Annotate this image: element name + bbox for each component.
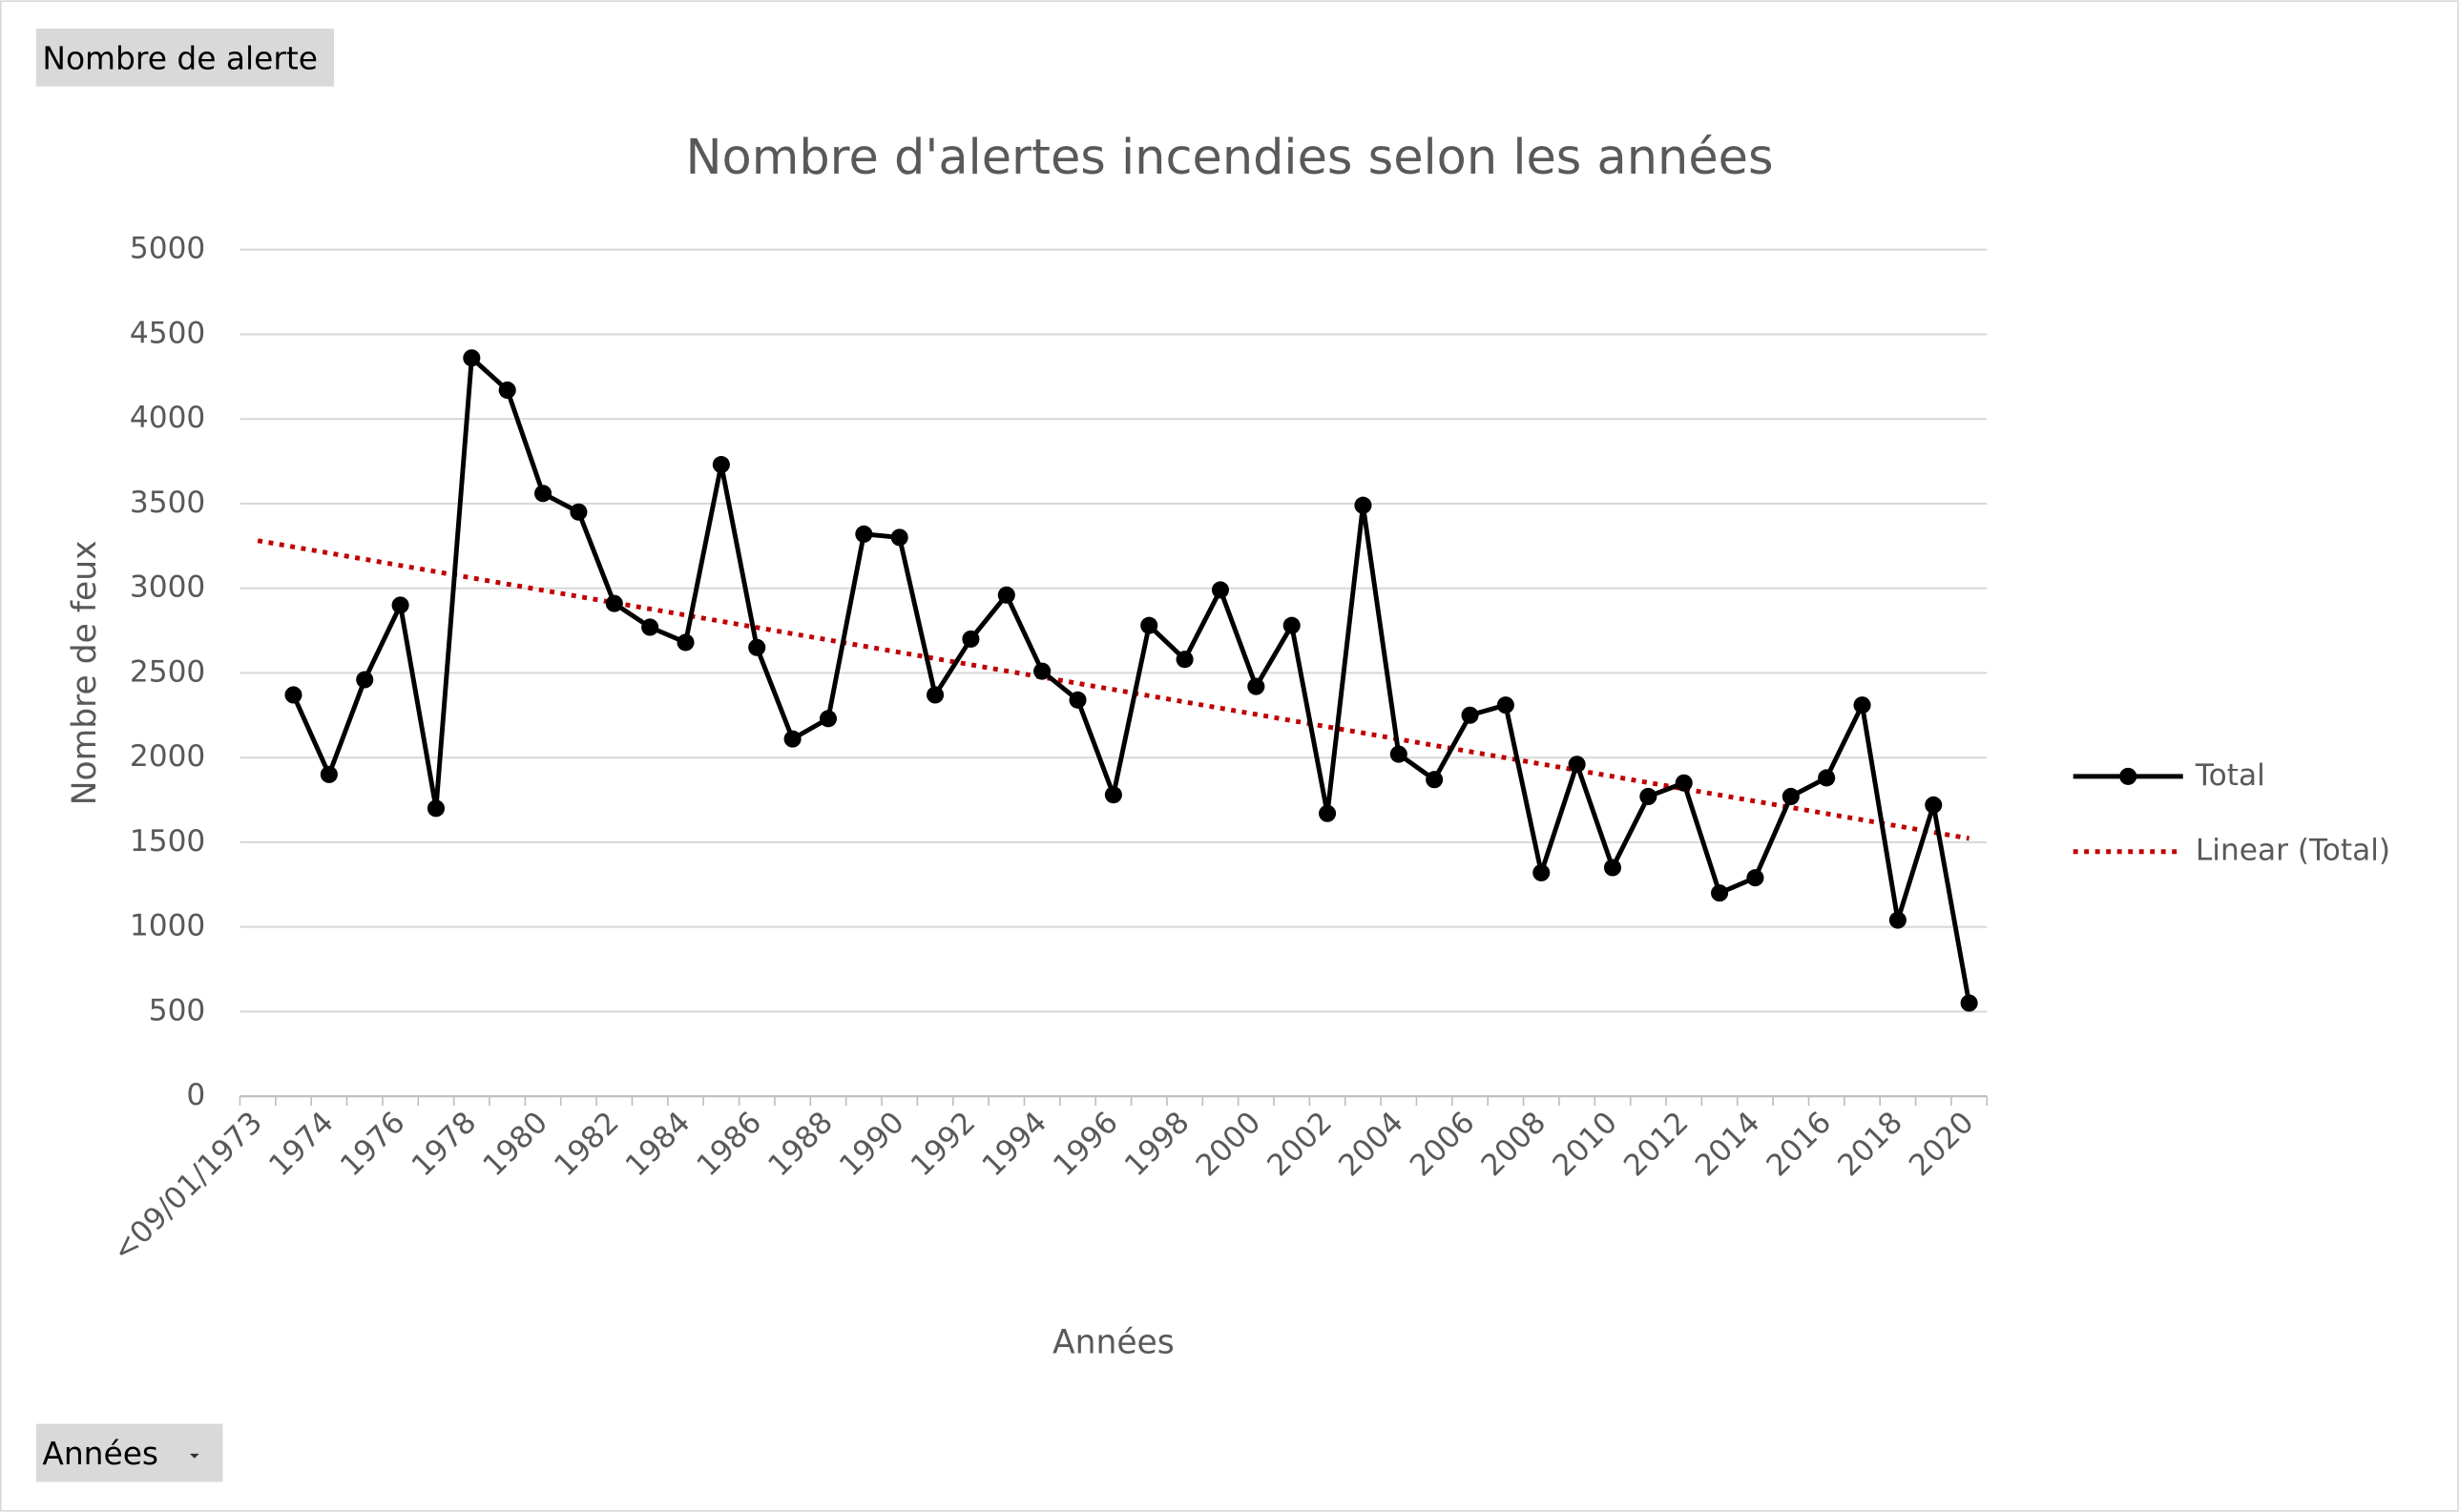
data-point xyxy=(1782,787,1800,806)
y-tick-label: 0 xyxy=(186,1078,205,1112)
data-point xyxy=(427,799,445,818)
data-point xyxy=(1888,911,1907,929)
data-point xyxy=(391,596,409,614)
data-point xyxy=(1319,804,1337,822)
data-point xyxy=(534,485,552,503)
data-point xyxy=(1818,769,1836,787)
data-point xyxy=(1354,496,1372,514)
y-tick-label: 4500 xyxy=(130,316,205,350)
data-point xyxy=(748,638,766,656)
data-point xyxy=(320,765,338,783)
y-axis-title: Nombre de feux xyxy=(66,540,104,805)
data-point xyxy=(1532,863,1551,881)
data-point xyxy=(1675,774,1693,792)
data-point xyxy=(783,730,802,748)
filter-button[interactable]: Nombre de alerte xyxy=(35,28,335,87)
legend-label: Total xyxy=(2195,758,2265,793)
button-label[interactable]: Nombre de alerte xyxy=(42,39,318,76)
data-point xyxy=(1140,616,1158,634)
legend-marker xyxy=(2119,767,2137,785)
data-point xyxy=(997,586,1015,604)
button-bg[interactable] xyxy=(35,28,335,87)
button-label[interactable]: Années xyxy=(42,1435,158,1472)
data-point xyxy=(1853,696,1871,715)
data-point xyxy=(1925,796,1943,814)
data-point xyxy=(463,349,481,367)
data-point xyxy=(962,630,980,648)
data-point xyxy=(677,633,695,652)
data-point xyxy=(1496,696,1514,715)
data-point xyxy=(1033,662,1052,680)
data-point xyxy=(1639,787,1657,806)
data-point xyxy=(1711,884,1729,902)
y-tick-label: 1000 xyxy=(130,909,205,943)
y-tick-label: 4000 xyxy=(130,401,205,435)
data-point xyxy=(1568,756,1586,774)
y-tick-label: 3500 xyxy=(130,486,205,520)
y-tick-label: 500 xyxy=(149,993,206,1027)
data-point xyxy=(1461,706,1479,724)
data-point xyxy=(356,671,374,689)
data-point xyxy=(570,503,588,521)
data-point xyxy=(1960,994,1978,1012)
dropdown-arrow[interactable] xyxy=(189,1453,199,1459)
data-point xyxy=(1746,869,1764,887)
data-point xyxy=(284,686,302,704)
data-point xyxy=(1426,771,1444,789)
data-point xyxy=(819,710,838,728)
data-point xyxy=(890,528,908,547)
data-point xyxy=(712,456,730,474)
data-point xyxy=(855,525,873,543)
data-point xyxy=(605,594,623,612)
data-point xyxy=(1069,691,1087,709)
y-tick-label: 5000 xyxy=(130,232,205,266)
data-point xyxy=(1104,786,1122,804)
x-axis-title: Années xyxy=(1052,1323,1175,1361)
y-tick-label: 1500 xyxy=(130,824,205,859)
button-bg[interactable] xyxy=(35,1423,223,1482)
y-tick-label: 2500 xyxy=(130,654,205,689)
data-point xyxy=(1603,859,1622,877)
axis-button[interactable]: Années xyxy=(35,1423,223,1482)
chart-title: Nombre d'alertes incendies selon les ann… xyxy=(685,130,1773,186)
data-point xyxy=(498,381,516,400)
data-point xyxy=(927,686,945,704)
data-point xyxy=(1211,581,1230,599)
legend-label: Linear (Total) xyxy=(2196,834,2390,868)
y-tick-label: 2000 xyxy=(130,739,205,774)
data-point xyxy=(641,618,659,636)
data-point xyxy=(1389,745,1407,763)
trend-line xyxy=(257,538,1970,841)
data-point xyxy=(1282,616,1301,634)
data-point xyxy=(1176,651,1194,669)
y-tick-label: 3000 xyxy=(130,570,205,605)
data-point xyxy=(1247,677,1265,695)
